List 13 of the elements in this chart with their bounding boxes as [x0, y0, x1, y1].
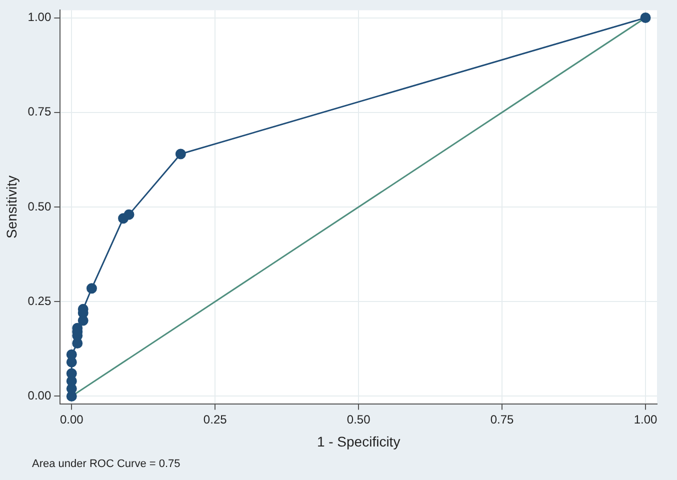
y-tick-label: 0.50 — [28, 199, 52, 214]
y-tick-label: 0.25 — [28, 294, 52, 308]
text: Area under ROC Curve = 0.75 — [32, 458, 180, 470]
x-axis-title: 1 - Specificity — [316, 433, 400, 450]
x-tick-label: 0.00 — [60, 412, 84, 426]
y-tick-label: 0.75 — [28, 104, 52, 119]
y-tick-label: 0.00 — [28, 388, 52, 403]
x-tick-label: 0.75 — [490, 412, 514, 426]
y-axis-title: Sensitivity — [3, 175, 20, 239]
x-tick-label: 0.25 — [203, 412, 228, 426]
x-tick-label: 0.50 — [346, 412, 371, 426]
y-tick-label: 1.00 — [28, 10, 52, 24]
x-tick-label: 1.00 — [634, 412, 658, 426]
